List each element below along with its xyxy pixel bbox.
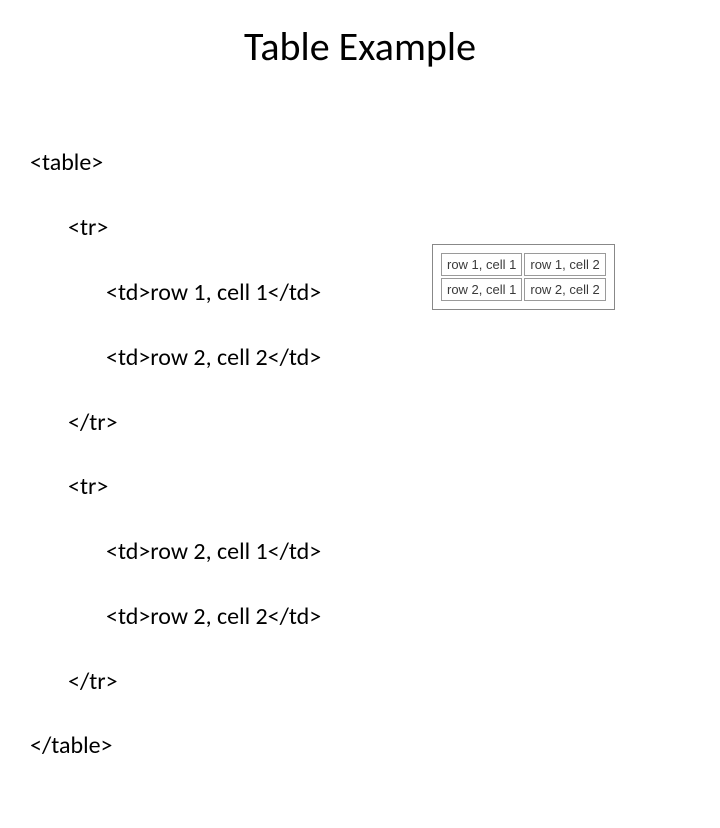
table-cell: row 2, cell 1 <box>441 278 522 301</box>
table-cell: row 1, cell 1 <box>441 253 522 276</box>
code-line: </tr> <box>30 666 321 698</box>
code-line: <tr> <box>30 471 321 503</box>
table-row: row 2, cell 1 row 2, cell 2 <box>441 278 606 301</box>
code-line: <td>row 2, cell 2</td> <box>30 342 321 374</box>
code-line: <td>row 2, cell 1</td> <box>30 536 321 568</box>
slide: Table Example <table> <tr> <td>row 1, ce… <box>0 0 720 540</box>
code-line: <td>row 1, cell 1</td> <box>30 277 321 309</box>
code-line: <table> <box>30 147 321 179</box>
code-line: <tr> <box>30 212 321 244</box>
code-example: <table> <tr> <td>row 1, cell 1</td> <td>… <box>30 115 321 828</box>
table-cell: row 2, cell 2 <box>524 278 605 301</box>
table-row: row 1, cell 1 row 1, cell 2 <box>441 253 606 276</box>
example-table: row 1, cell 1 row 1, cell 2 row 2, cell … <box>439 251 608 303</box>
code-line: </tr> <box>30 407 321 439</box>
code-line: <td>row 2, cell 2</td> <box>30 601 321 633</box>
rendered-output: row 1, cell 1 row 1, cell 2 row 2, cell … <box>432 244 615 310</box>
slide-title: Table Example <box>0 22 720 71</box>
code-line: </table> <box>30 730 321 762</box>
table-cell: row 1, cell 2 <box>524 253 605 276</box>
